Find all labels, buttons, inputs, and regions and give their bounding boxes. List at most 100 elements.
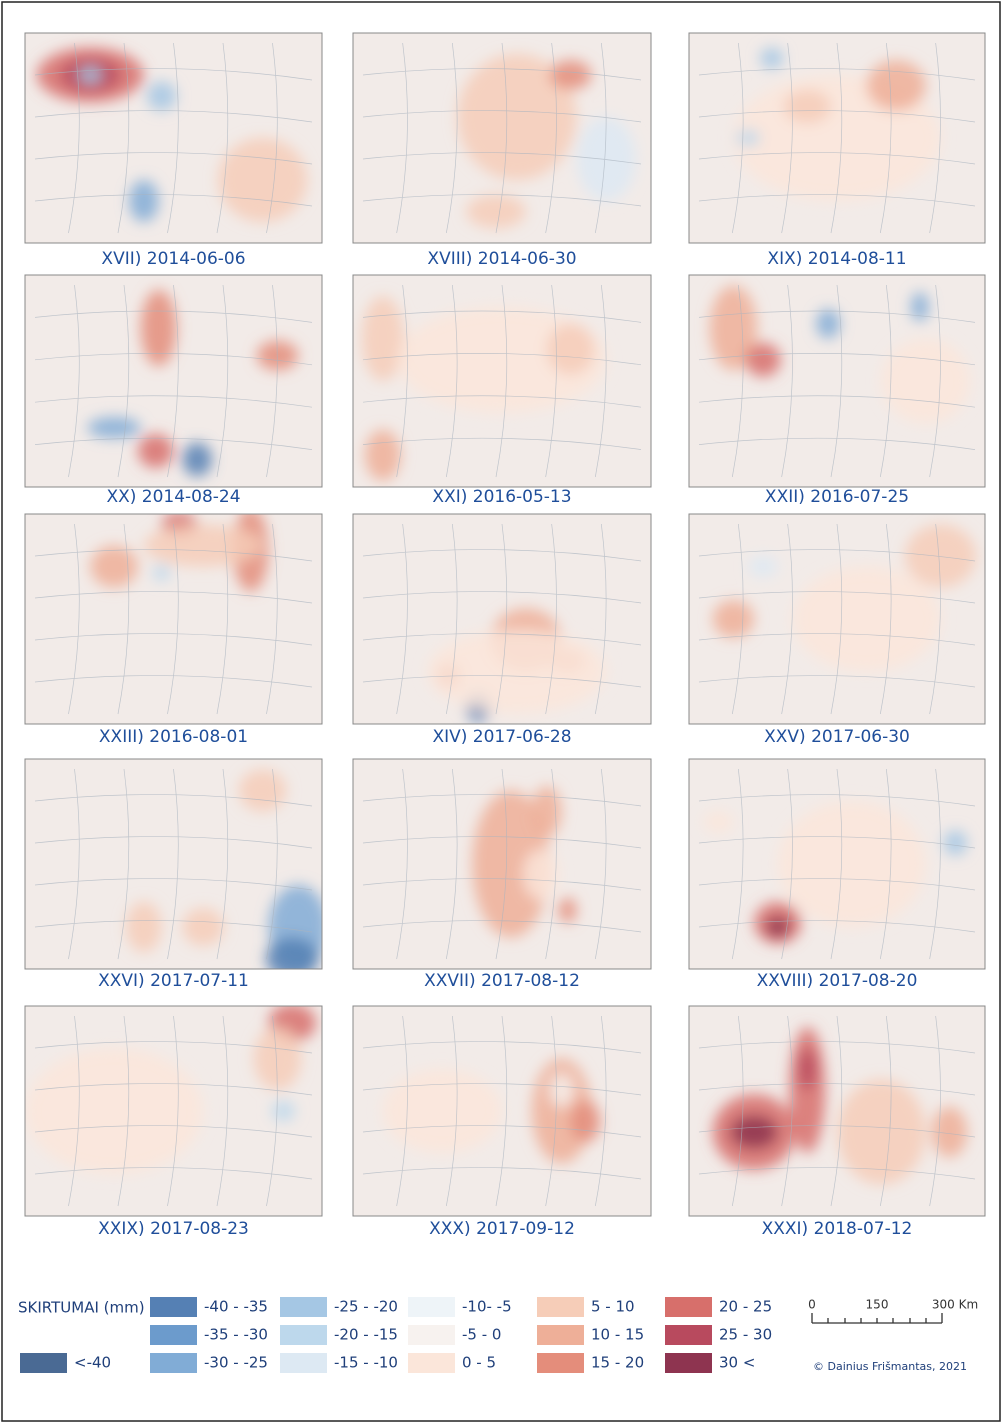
panel-label: XXI) 2016-05-13	[432, 487, 571, 507]
field-blob	[736, 130, 760, 147]
panel-label: XIV) 2017-06-28	[432, 727, 571, 747]
field-blob	[218, 138, 307, 222]
field-blob	[129, 180, 159, 222]
field-blob	[778, 801, 926, 927]
field-blob	[182, 908, 224, 946]
field-blob	[730, 1115, 777, 1149]
map-field	[353, 1006, 651, 1216]
field-blob	[816, 309, 840, 339]
field-blob	[182, 442, 212, 476]
field-blob	[704, 812, 734, 833]
scale-label: 150	[866, 1298, 889, 1312]
map-field	[689, 759, 985, 969]
legend-swatch	[408, 1325, 455, 1345]
legend-label: -30 - -25	[204, 1354, 268, 1372]
legend-swatch	[150, 1325, 197, 1345]
map-field	[353, 275, 651, 487]
map-field	[25, 275, 322, 487]
panel-label: XVIII) 2014-06-30	[427, 249, 576, 269]
legend-label: -35 - -30	[204, 1326, 268, 1344]
field-blob	[745, 343, 781, 377]
map-field	[25, 1004, 322, 1216]
map-field	[689, 514, 985, 724]
legend-label: 25 - 30	[719, 1326, 772, 1344]
panel-label: XXVII) 2017-08-12	[424, 971, 580, 991]
legend-swatch	[408, 1353, 455, 1373]
field-blob	[784, 90, 831, 124]
legend-swatch	[537, 1297, 584, 1317]
map-panel: XXVIII) 2017-08-20	[689, 759, 985, 991]
panel-label: XXX) 2017-09-12	[429, 1219, 575, 1239]
panel-label: XXIX) 2017-08-23	[98, 1219, 249, 1239]
panel-label: XXXI) 2018-07-12	[762, 1219, 913, 1239]
map-panel: XXVI) 2017-07-11	[25, 759, 328, 991]
field-blob	[550, 1073, 574, 1107]
field-blob	[748, 556, 778, 577]
legend-swatch	[280, 1353, 327, 1373]
field-blob	[905, 525, 976, 588]
legend-swatch	[150, 1353, 197, 1373]
field-blob	[383, 1069, 502, 1153]
field-blob	[153, 564, 171, 581]
map-field	[25, 759, 328, 980]
legend-label: -25 - -20	[334, 1298, 398, 1316]
legend-swatch	[665, 1297, 712, 1317]
map-field	[353, 33, 651, 243]
legend-label: 10 - 15	[591, 1326, 644, 1344]
legend-swatch	[537, 1353, 584, 1373]
panel-label: XX) 2014-08-24	[106, 487, 240, 507]
field-blob	[760, 48, 784, 69]
field-blob	[944, 830, 968, 855]
legend-swatch	[665, 1353, 712, 1373]
field-blob	[144, 525, 263, 567]
legend-label: 5 - 10	[591, 1298, 635, 1316]
field-blob	[138, 434, 174, 468]
panel-label: XXVIII) 2017-08-20	[757, 971, 918, 991]
map-field	[353, 759, 651, 969]
legend-swatch	[280, 1297, 327, 1317]
field-blob	[141, 290, 177, 366]
field-blob	[428, 630, 607, 714]
legend-label: 15 - 20	[591, 1354, 644, 1372]
map-panel: XXV) 2017-06-30	[689, 514, 985, 747]
panel-label: XXIII) 2016-08-01	[99, 727, 248, 747]
map-field	[689, 275, 985, 487]
field-blob	[272, 1101, 296, 1122]
field-blob	[365, 430, 401, 481]
legend-label: -40 - -35	[204, 1298, 268, 1316]
field-blob	[713, 600, 754, 638]
map-panel: XVIII) 2014-06-30	[353, 33, 651, 269]
legend-swatch	[537, 1325, 584, 1345]
map-panel: XIV) 2017-06-28	[353, 514, 651, 747]
field-blob	[239, 770, 287, 812]
map-panel: XXI) 2016-05-13	[353, 275, 651, 507]
panel-label: XIX) 2014-08-11	[767, 249, 906, 269]
map-field	[25, 33, 322, 243]
scale-label: 0	[808, 1298, 816, 1312]
panel-label: XXVI) 2017-07-11	[98, 971, 249, 991]
map-panel: XX) 2014-08-24	[25, 275, 322, 507]
map-field	[689, 33, 985, 243]
field-blob	[523, 849, 559, 899]
legend-swatch	[20, 1353, 67, 1373]
field-blob	[559, 898, 577, 923]
credit: © Dainius Frišmantas, 2021	[813, 1360, 967, 1373]
map-panel: XXX) 2017-09-12	[353, 1006, 651, 1239]
map-figure: SKIRTUMAI (mm) 0 150 300 Km © Dainius Fr…	[0, 0, 1003, 1424]
scale-label: 300 Km	[932, 1298, 978, 1312]
panel-label: XXV) 2017-06-30	[764, 727, 910, 747]
field-blob	[911, 292, 929, 322]
legend-label: -20 - -15	[334, 1326, 398, 1344]
legend-swatch	[150, 1297, 197, 1317]
field-blob	[78, 67, 102, 84]
legend-label: 0 - 5	[462, 1354, 496, 1372]
field-blob	[466, 195, 526, 229]
map-panel: XXIX) 2017-08-23	[25, 1004, 322, 1239]
map-panel: XVII) 2014-06-06	[25, 33, 322, 269]
legend-title: SKIRTUMAI (mm)	[18, 1299, 145, 1317]
map-background	[25, 275, 322, 487]
legend-label: <-40	[74, 1354, 111, 1372]
field-blob	[25, 1048, 203, 1174]
panel-label: XXII) 2016-07-25	[765, 487, 909, 507]
legend-label: 20 - 25	[719, 1298, 772, 1316]
